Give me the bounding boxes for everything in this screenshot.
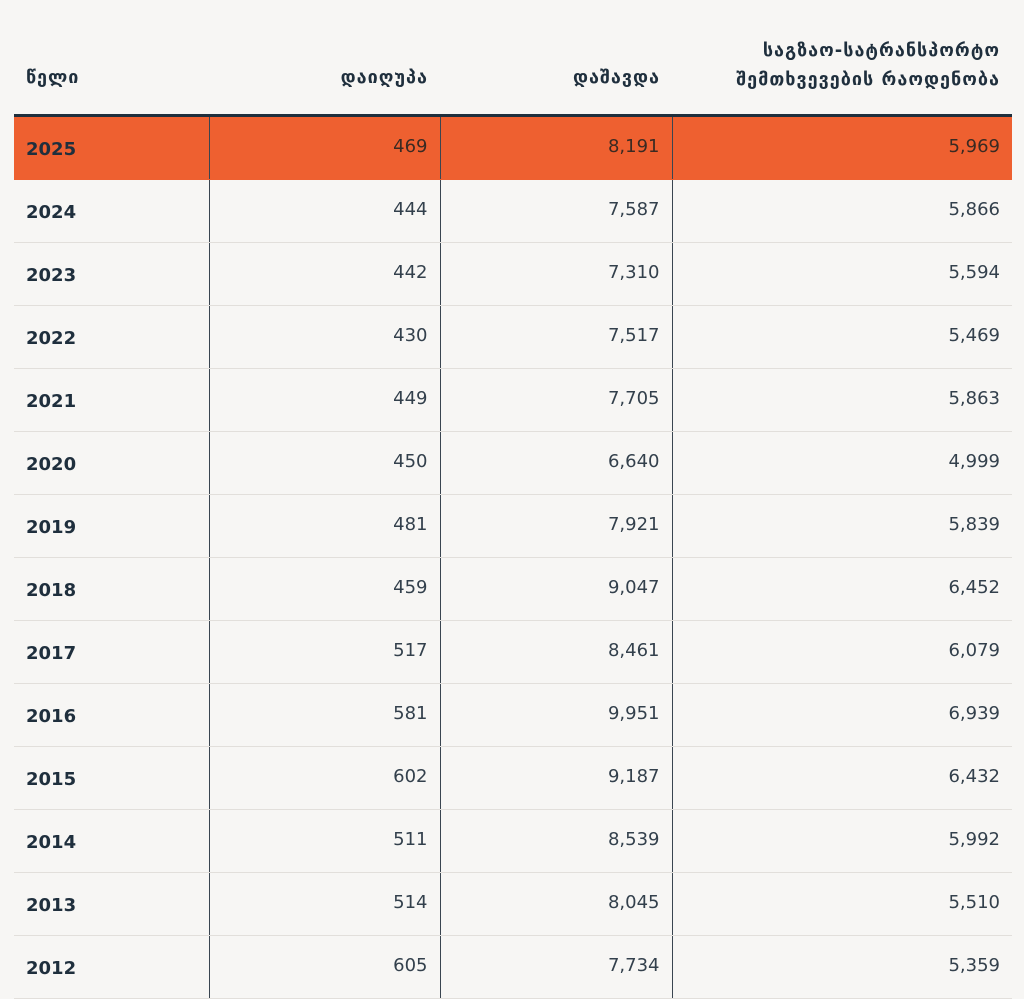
cell-accidents: 4,999 — [671, 431, 1012, 495]
cell-year: 2013 — [14, 872, 209, 936]
cell-deaths: 581 — [208, 683, 440, 747]
cell-deaths: 514 — [208, 872, 440, 936]
table-row: 2019 481 7,921 5,839 — [14, 494, 1012, 558]
cell-year: 2019 — [14, 494, 209, 558]
cell-deaths: 481 — [208, 494, 440, 558]
cell-year: 2023 — [14, 242, 209, 306]
table-row: 2018 459 9,047 6,452 — [14, 557, 1012, 621]
cell-injured: 6,640 — [439, 431, 672, 495]
table-row: 2023 442 7,310 5,594 — [14, 242, 1012, 306]
cell-deaths: 511 — [208, 809, 440, 873]
table-row: 2024 444 7,587 5,866 — [14, 179, 1012, 243]
cell-deaths: 449 — [208, 368, 440, 432]
cell-year: 2022 — [14, 305, 209, 369]
cell-injured: 9,187 — [439, 746, 672, 810]
cell-year: 2021 — [14, 368, 209, 432]
table-body: 2025 469 8,191 5,969 2024 444 7,587 5,866 2023 44… — [14, 115, 1012, 999]
cell-deaths: 450 — [208, 431, 440, 495]
cell-accidents: 6,452 — [671, 557, 1012, 621]
table-row: 2017 517 8,461 6,079 — [14, 620, 1012, 684]
cell-deaths: 469 — [208, 115, 440, 180]
cell-deaths: 602 — [208, 746, 440, 810]
cell-deaths: 430 — [208, 305, 440, 369]
header-accidents-line2: შემთხვევების რაოდენობა — [736, 69, 1000, 90]
cell-accidents: 5,594 — [671, 242, 1012, 306]
cell-deaths: 517 — [208, 620, 440, 684]
data-table-container: წელი დაიღუპა დაშავდა საგზაო-სატრანსპორტო… — [14, 0, 1012, 999]
header-year: წელი — [14, 0, 209, 117]
cell-accidents: 5,359 — [671, 935, 1012, 999]
cell-accidents: 5,992 — [671, 809, 1012, 873]
cell-injured: 8,461 — [439, 620, 672, 684]
header-row: წელი დაიღუპა დაშავდა საგზაო-სატრანსპორტო… — [14, 0, 1012, 117]
cell-injured: 7,517 — [439, 305, 672, 369]
table-row: 2016 581 9,951 6,939 — [14, 683, 1012, 747]
cell-injured: 7,921 — [439, 494, 672, 558]
header-deaths: დაიღუპა — [209, 0, 440, 117]
table-row: 2013 514 8,045 5,510 — [14, 872, 1012, 936]
cell-year: 2024 — [14, 179, 209, 243]
cell-deaths: 442 — [208, 242, 440, 306]
cell-accidents: 5,863 — [671, 368, 1012, 432]
cell-year: 2017 — [14, 620, 209, 684]
table-row: 2012 605 7,734 5,359 — [14, 935, 1012, 999]
cell-accidents: 5,969 — [671, 115, 1012, 180]
cell-accidents: 5,839 — [671, 494, 1012, 558]
cell-deaths: 459 — [208, 557, 440, 621]
cell-accidents: 6,432 — [671, 746, 1012, 810]
cell-year: 2015 — [14, 746, 209, 810]
cell-accidents: 6,079 — [671, 620, 1012, 684]
cell-year: 2016 — [14, 683, 209, 747]
cell-injured: 9,047 — [439, 557, 672, 621]
cell-year: 2018 — [14, 557, 209, 621]
cell-injured: 7,705 — [439, 368, 672, 432]
cell-injured: 8,191 — [439, 115, 672, 180]
header-injured: დაშავდა — [440, 0, 672, 117]
cell-injured: 9,951 — [439, 683, 672, 747]
table-row: 2022 430 7,517 5,469 — [14, 305, 1012, 369]
header-accidents: საგზაო-სატრანსპორტო შემთხვევების რაოდენო… — [672, 0, 1012, 117]
road-accidents-table: წელი დაიღუპა დაშავდა საგზაო-სატრანსპორტო… — [14, 0, 1012, 999]
table-row: 2015 602 9,187 6,432 — [14, 746, 1012, 810]
header-accidents-line1: საგზაო-სატრანსპორტო — [762, 40, 1000, 61]
cell-injured: 8,045 — [439, 872, 672, 936]
cell-deaths: 605 — [208, 935, 440, 999]
cell-accidents: 6,939 — [671, 683, 1012, 747]
cell-accidents: 5,510 — [671, 872, 1012, 936]
cell-injured: 8,539 — [439, 809, 672, 873]
cell-year: 2012 — [14, 935, 209, 999]
table-row: 2021 449 7,705 5,863 — [14, 368, 1012, 432]
table-row: 2014 511 8,539 5,992 — [14, 809, 1012, 873]
table-row: 2025 469 8,191 5,969 — [14, 115, 1012, 180]
cell-injured: 7,587 — [439, 179, 672, 243]
cell-injured: 7,734 — [439, 935, 672, 999]
table-header: წელი დაიღუპა დაშავდა საგზაო-სატრანსპორტო… — [14, 0, 1012, 117]
cell-year: 2025 — [14, 115, 209, 180]
table-row: 2020 450 6,640 4,999 — [14, 431, 1012, 495]
cell-injured: 7,310 — [439, 242, 672, 306]
cell-year: 2020 — [14, 431, 209, 495]
cell-year: 2014 — [14, 809, 209, 873]
cell-accidents: 5,469 — [671, 305, 1012, 369]
cell-accidents: 5,866 — [671, 179, 1012, 243]
cell-deaths: 444 — [208, 179, 440, 243]
